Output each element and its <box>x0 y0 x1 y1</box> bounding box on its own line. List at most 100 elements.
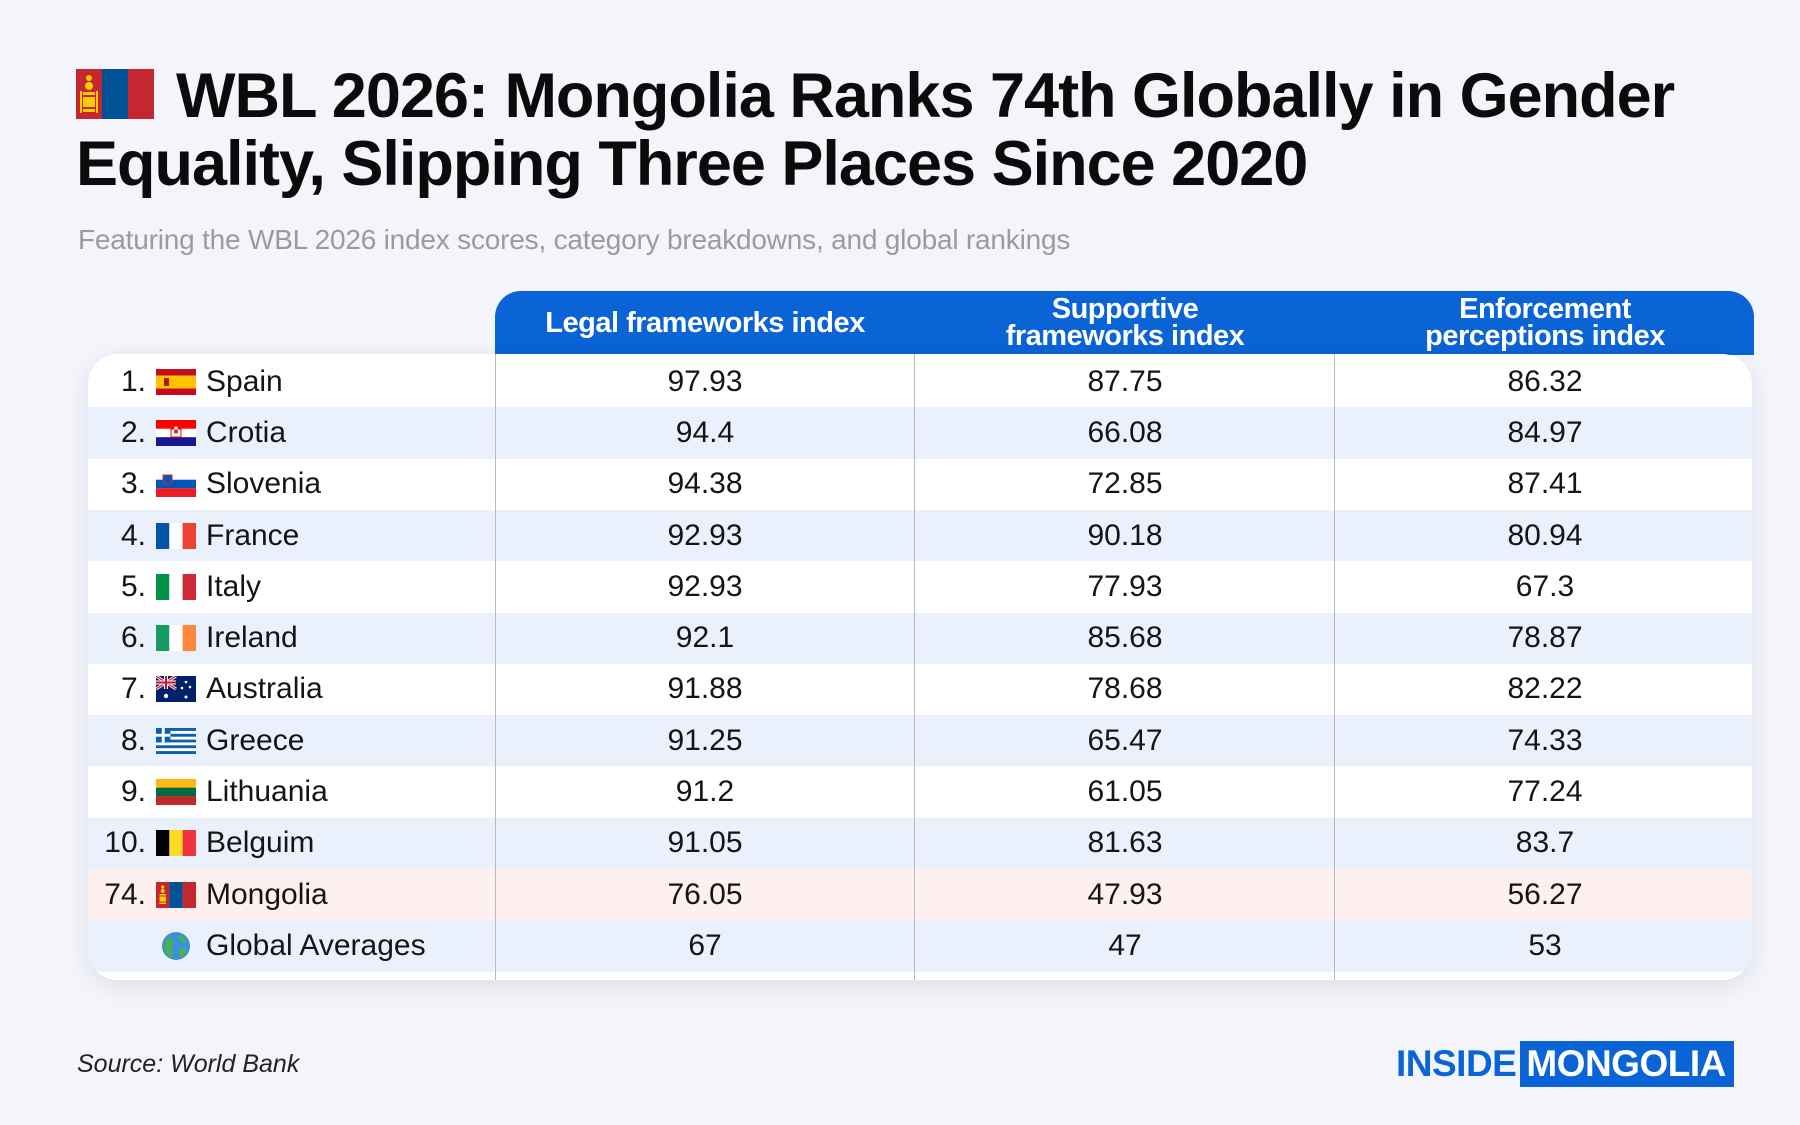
title-block: WBL 2026: Mongolia Ranks 74th Globally i… <box>76 62 1736 198</box>
france-flag-icon <box>156 510 196 561</box>
table-row: 10. Belguim 91.05 81.63 83.7 <box>88 817 1752 869</box>
country-cell: Lithuania <box>206 775 328 809</box>
australia-flag-icon <box>156 664 196 715</box>
value-cell-3: 82.22 <box>1507 672 1583 706</box>
column-header-line: perceptions index <box>1425 320 1665 352</box>
value-cell-3: 83.7 <box>1515 826 1575 860</box>
value-cell-3: 53 <box>1528 928 1562 962</box>
mongolia-flag-icon <box>156 869 196 920</box>
ireland-flag-icon <box>156 613 196 664</box>
rank-cell: 1. <box>120 364 146 398</box>
column-header-3: Enforcement perceptions index <box>1335 291 1755 355</box>
table-row: 8. Greece 91.25 65.47 74.33 <box>88 715 1752 767</box>
lithuania-flag-icon <box>156 766 196 817</box>
subtitle: Featuring the WBL 2026 index scores, cat… <box>78 224 1071 255</box>
rank-cell: 7. <box>120 672 146 706</box>
rank-cell: 4. <box>120 518 146 552</box>
value-cell-3: 67.3 <box>1515 569 1575 603</box>
value-cell-2: 72.85 <box>1087 467 1163 501</box>
table-header-band <box>495 291 1754 355</box>
value-cell-1: 91.88 <box>667 672 743 706</box>
table-row: 7. Australia 91.88 78.68 82.22 <box>88 664 1752 715</box>
value-cell-2: 65.47 <box>1087 723 1163 757</box>
value-cell-3: 87.41 <box>1507 467 1583 501</box>
country-cell: Greece <box>206 723 305 757</box>
column-divider <box>914 354 915 980</box>
spain-flag-icon <box>156 356 196 407</box>
rank-cell: 8. <box>120 723 146 757</box>
value-cell-3: 77.24 <box>1507 775 1583 809</box>
value-cell-2: 66.08 <box>1087 415 1163 449</box>
value-cell-2: 78.68 <box>1087 672 1163 706</box>
value-cell-1: 94.38 <box>667 467 743 501</box>
croatia-flag-icon <box>156 407 196 458</box>
italy-flag-icon <box>156 561 196 612</box>
value-cell-3: 84.97 <box>1507 415 1583 449</box>
table-row: 9. Lithuania 91.2 61.05 77.24 <box>88 766 1752 817</box>
source-note: Source: World Bank <box>77 1050 300 1078</box>
rank-cell: 9. <box>120 775 146 809</box>
value-cell-3: 80.94 <box>1507 518 1583 552</box>
belgium-flag-icon <box>156 818 196 869</box>
country-cell: Spain <box>206 364 283 398</box>
rank-cell: 2. <box>120 415 146 449</box>
value-cell-2: 81.63 <box>1087 826 1163 860</box>
table-row: 1. Spain 97.93 87.75 86.32 <box>88 356 1752 407</box>
rank-cell: 5. <box>120 569 146 603</box>
globe-icon <box>156 920 196 971</box>
slovenia-flag-icon <box>156 459 196 510</box>
value-cell-2: 77.93 <box>1087 569 1163 603</box>
country-cell: Crotia <box>206 415 287 449</box>
value-cell-3: 56.27 <box>1507 877 1583 911</box>
title-text: WBL 2026: Mongolia Ranks 74th Globally i… <box>76 61 1675 199</box>
rank-cell <box>88 920 146 971</box>
value-cell-1: 91.2 <box>675 775 735 809</box>
value-cell-1: 67 <box>688 928 722 962</box>
value-cell-1: 76.05 <box>667 877 743 911</box>
rank-cell: 10. <box>104 826 146 860</box>
mongolia-flag-icon <box>76 69 154 120</box>
rank-cell: 74. <box>104 877 146 911</box>
column-header-line: Enforcement <box>1459 293 1631 325</box>
table-row: 3. Slovenia 94.38 72.85 87.41 <box>88 459 1752 510</box>
value-cell-2: 85.68 <box>1087 621 1163 655</box>
country-cell: Belguim <box>206 826 315 860</box>
value-cell-3: 86.32 <box>1507 364 1583 398</box>
country-cell: Global Averages <box>206 928 426 962</box>
country-cell: Mongolia <box>206 877 328 911</box>
value-cell-3: 74.33 <box>1507 723 1583 757</box>
rank-cell: 6. <box>120 621 146 655</box>
value-cell-2: 47 <box>1108 928 1142 962</box>
table-row: 2. Crotia 94.4 66.08 84.97 <box>88 407 1752 459</box>
value-cell-1: 91.05 <box>667 826 743 860</box>
table-row: Global Averages 67 47 53 <box>88 920 1752 972</box>
column-header-line: frameworks index <box>1005 320 1245 352</box>
column-header-2: Supportive frameworks index <box>915 291 1335 355</box>
column-divider <box>495 354 496 980</box>
country-cell: Australia <box>206 672 323 706</box>
value-cell-1: 92.93 <box>667 518 743 552</box>
value-cell-2: 87.75 <box>1087 364 1163 398</box>
table-row: 74. Mongolia 76.05 47.93 56.27 <box>88 869 1752 921</box>
table-row: 6. Ireland 92.1 85.68 78.87 <box>88 612 1752 664</box>
country-cell: Italy <box>206 569 262 603</box>
table-row: 4. France 92.93 90.18 80.94 <box>88 509 1752 562</box>
brand-logo: INSIDE MONGOLIA <box>1396 1041 1734 1087</box>
value-cell-3: 78.87 <box>1507 621 1583 655</box>
column-header-line: Supportive <box>1051 293 1199 325</box>
country-cell: France <box>206 518 300 552</box>
value-cell-2: 61.05 <box>1087 775 1163 809</box>
table-row: 5. Italy 92.93 77.93 67.3 <box>88 561 1752 612</box>
value-cell-1: 94.4 <box>675 415 735 449</box>
value-cell-1: 97.93 <box>667 364 743 398</box>
greece-flag-icon <box>156 715 196 766</box>
logo-part-inside: INSIDE <box>1396 1043 1517 1084</box>
logo-part-mongolia: MONGOLIA <box>1520 1041 1734 1087</box>
column-divider <box>1334 354 1335 980</box>
value-cell-1: 92.93 <box>667 569 743 603</box>
data-table: 1. Spain 97.93 87.75 86.32 2. Crotia 94.4 66.08 8… <box>88 354 1752 980</box>
value-cell-2: 90.18 <box>1087 518 1163 552</box>
country-cell: Ireland <box>206 621 298 655</box>
column-header-1: Legal frameworks index <box>495 291 915 355</box>
value-cell-1: 91.25 <box>667 723 743 757</box>
